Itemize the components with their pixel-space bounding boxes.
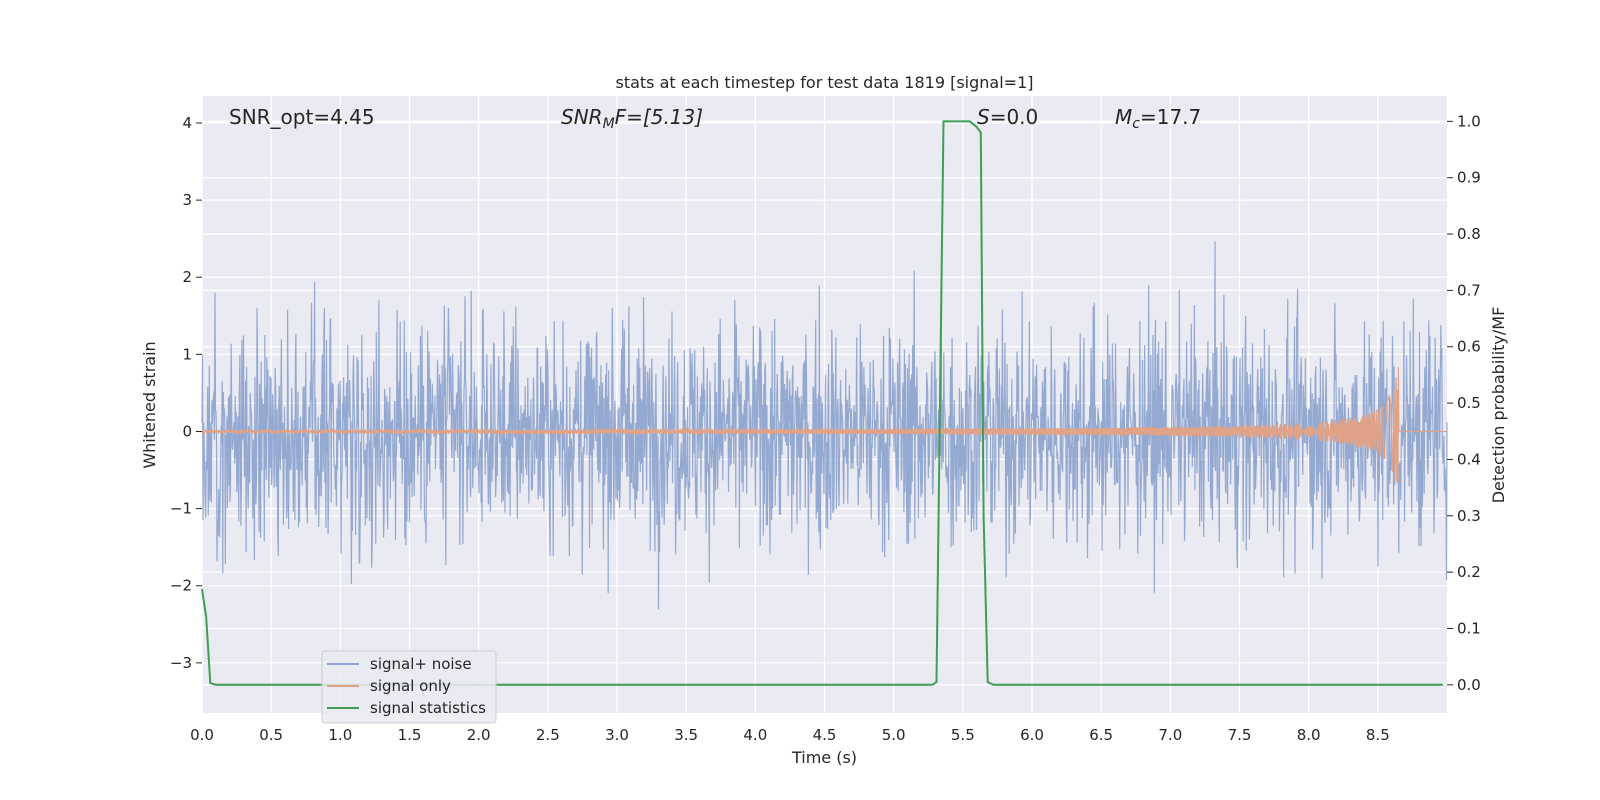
legend-label-signal-only: signal only: [370, 677, 451, 695]
y-tick-label-right: 0.1: [1457, 619, 1481, 637]
y-tick-label-right: 0.0: [1457, 676, 1481, 694]
x-tick-label: 7.5: [1228, 726, 1252, 744]
legend-label-signal-statistics: signal statistics: [370, 699, 486, 717]
y-axis-left-label: Whitened strain: [140, 341, 159, 468]
y-tick-label-right: 0.6: [1457, 338, 1481, 356]
y-axis-left-ticks: −3 −2 −1 0 1 2 3 4: [170, 114, 202, 672]
legend: signal+ noise signal only signal statist…: [321, 650, 497, 724]
signal-trace: [201, 366, 1447, 483]
y-tick-label-right: 0.4: [1457, 450, 1481, 468]
y-tick-label-right: 0.5: [1457, 394, 1481, 412]
legend-label-signal-plus-noise: signal+ noise: [370, 655, 472, 673]
y-axis-right-label: Detection probability/MF: [1489, 307, 1508, 504]
y-tick-label-right: 1.0: [1457, 112, 1481, 130]
x-tick-label: 7.0: [1158, 726, 1182, 744]
x-tick-label: 6.5: [1089, 726, 1113, 744]
annotation-s: S=0.0: [977, 105, 1038, 129]
x-tick-label: 0.0: [190, 726, 214, 744]
x-tick-label: 1.0: [328, 726, 352, 744]
x-axis-ticks: 0.0 0.5 1.0 1.5 2.0 2.5 3.0 3.5 4.0 4.5 5.0 5.5 6.0 6…: [190, 726, 1390, 744]
y-tick-label-right: 0.7: [1457, 281, 1481, 299]
x-tick-label: 1.5: [398, 726, 422, 744]
y-tick-label-left: 1: [182, 345, 192, 363]
x-tick-label: 0.5: [259, 726, 283, 744]
y-tick-label-right: 0.9: [1457, 169, 1481, 187]
annotation-snr-opt: SNR_opt=4.45: [229, 105, 375, 129]
y-tick-label-right: 0.2: [1457, 563, 1481, 581]
y-tick-label-left: 4: [182, 114, 192, 132]
x-tick-label: 8.0: [1297, 726, 1321, 744]
x-tick-label: 3.5: [674, 726, 698, 744]
x-tick-label: 5.0: [882, 726, 906, 744]
annotation-snr-mf: SNRMF=[5.13]: [561, 105, 703, 132]
x-tick-label: 8.5: [1366, 726, 1390, 744]
x-tick-label: 4.5: [813, 726, 837, 744]
x-tick-label: 2.0: [467, 726, 491, 744]
y-tick-label-right: 0.8: [1457, 225, 1481, 243]
y-tick-label-left: −3: [170, 654, 192, 672]
y-tick-label-left: −2: [170, 577, 192, 595]
y-tick-label-left: 3: [182, 191, 192, 209]
legend-box: [321, 650, 497, 724]
y-tick-label-left: −1: [170, 500, 192, 518]
x-tick-label: 2.5: [536, 726, 560, 744]
series-signal-only: [201, 366, 1447, 483]
x-tick-label: 5.5: [951, 726, 975, 744]
noise-trace: [201, 241, 1448, 610]
x-tick-label: 4.0: [743, 726, 767, 744]
y-tick-label-left: 0: [182, 422, 192, 440]
chart-title: stats at each timestep for test data 181…: [615, 73, 1033, 92]
y-axis-right-ticks: 0.0 0.1 0.2 0.3 0.4 0.5 0.6 0.7 0.8 0.9 1.0: [1447, 112, 1481, 694]
x-tick-label: 6.0: [1020, 726, 1044, 744]
series-signal-plus-noise: [201, 241, 1448, 610]
y-tick-label-left: 2: [182, 268, 192, 286]
series-signal-statistics: [201, 120, 1443, 686]
y-tick-label-right: 0.3: [1457, 507, 1481, 525]
annotation-mc: Mc=17.7: [1115, 105, 1201, 132]
x-tick-label: 3.0: [605, 726, 629, 744]
x-axis-label: Time (s): [791, 748, 857, 767]
statistics-trace: [201, 120, 1443, 686]
